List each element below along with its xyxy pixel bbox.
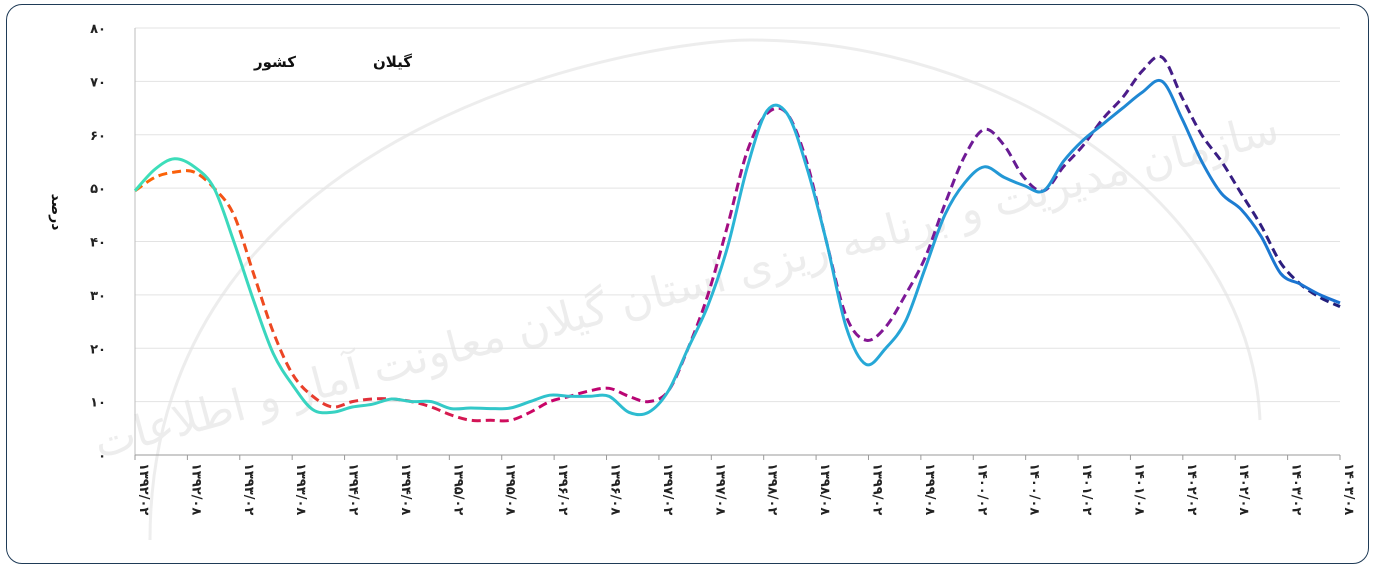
y-tick-label: ۳۰: [90, 289, 106, 304]
watermark-text: سازمان مدیریت و برنامه ریزی استان گیلان …: [88, 101, 1284, 469]
x-tick-label: ۱۳۹۷/۰۲: [660, 463, 675, 515]
x-tick-label: ۱۴۰۱/۰۸: [1131, 463, 1146, 515]
x-tick-label: ۱۴۰۲/۰۸: [1236, 463, 1251, 515]
series-line-keshvar: [134, 54, 1341, 423]
x-tick-label: ۱۳۹۲/۰۲: [136, 463, 151, 515]
x-tick-label: ۱۳۹۶/۰۸: [608, 463, 623, 515]
y-axis-label: درصد: [48, 194, 64, 231]
y-tick-label: ۶۰: [90, 129, 106, 144]
x-tick-label: ۱۳۹۵/۰۲: [450, 463, 465, 515]
y-axis: ۰ ۱۰ ۲۰ ۳۰ ۴۰ ۵۰ ۶۰ ۷۰ ۸۰: [90, 22, 136, 464]
series-line-gilan: [133, 78, 1341, 417]
x-tick-label: ۱۳۹۸/۰۸: [817, 463, 832, 515]
y-tick-label: ۵۰: [90, 182, 106, 197]
x-tick-label: ۱۳۹۶/۰۲: [555, 463, 570, 515]
x-tick-label: ۱۳۹۳/۰۸: [293, 463, 308, 515]
x-tick-label: ۱۴۰۰/۰۲: [974, 463, 989, 515]
y-tick-label: ۲۰: [90, 342, 106, 357]
x-tick-label: ۱۳۹۹/۰۸: [922, 463, 937, 515]
x-tick-label: ۱۴۰۳/۰۸: [1341, 463, 1356, 515]
y-tick-label: ۴۰: [90, 236, 106, 251]
x-tick-label: ۱۳۹۴/۰۸: [398, 463, 413, 515]
x-tick-label: ۱۳۹۲/۰۸: [188, 463, 203, 515]
x-tick-label: ۱۴۰۰/۰۸: [1027, 463, 1042, 515]
y-tick-label: ۱۰: [90, 396, 106, 411]
x-tick-label: ۱۳۹۷/۰۸: [712, 463, 727, 515]
x-tick-label: ۱۳۹۳/۰۲: [241, 463, 256, 515]
series-layer: [133, 54, 1341, 423]
x-tick-label: ۱۳۹۸/۰۲: [765, 463, 780, 515]
x-tick-label: ۱۴۰۲/۰۲: [1184, 463, 1199, 515]
chart-frame: [6, 4, 1369, 564]
x-tick-label: ۱۳۹۴/۰۲: [346, 463, 361, 515]
grid: [135, 27, 1340, 403]
y-tick-label: ۰: [98, 449, 106, 464]
x-tick-label: ۱۳۹۹/۰۲: [869, 463, 884, 515]
x-axis: ۱۳۹۲/۰۲ ۱۳۹۲/۰۸ ۱۳۹۳/۰۲ ۱۳۹۳/۰۸ ۱۳۹۴/۰۲ ۱۳۹۴/…: [134, 454, 1356, 515]
x-tick-label: ۱۴۰۱/۰۲: [1079, 463, 1094, 515]
y-tick-label: ۷۰: [90, 75, 106, 90]
x-tick-label: ۱۳۹۵/۰۸: [503, 463, 518, 515]
x-tick-label: ۱۴۰۳/۰۲: [1289, 463, 1304, 515]
legend-label-keshvar: کشور: [253, 53, 296, 71]
legend: گیلان کشور: [196, 53, 412, 71]
legend-label-gilan: گیلان: [373, 53, 412, 71]
y-tick-label: ۸۰: [90, 22, 106, 37]
